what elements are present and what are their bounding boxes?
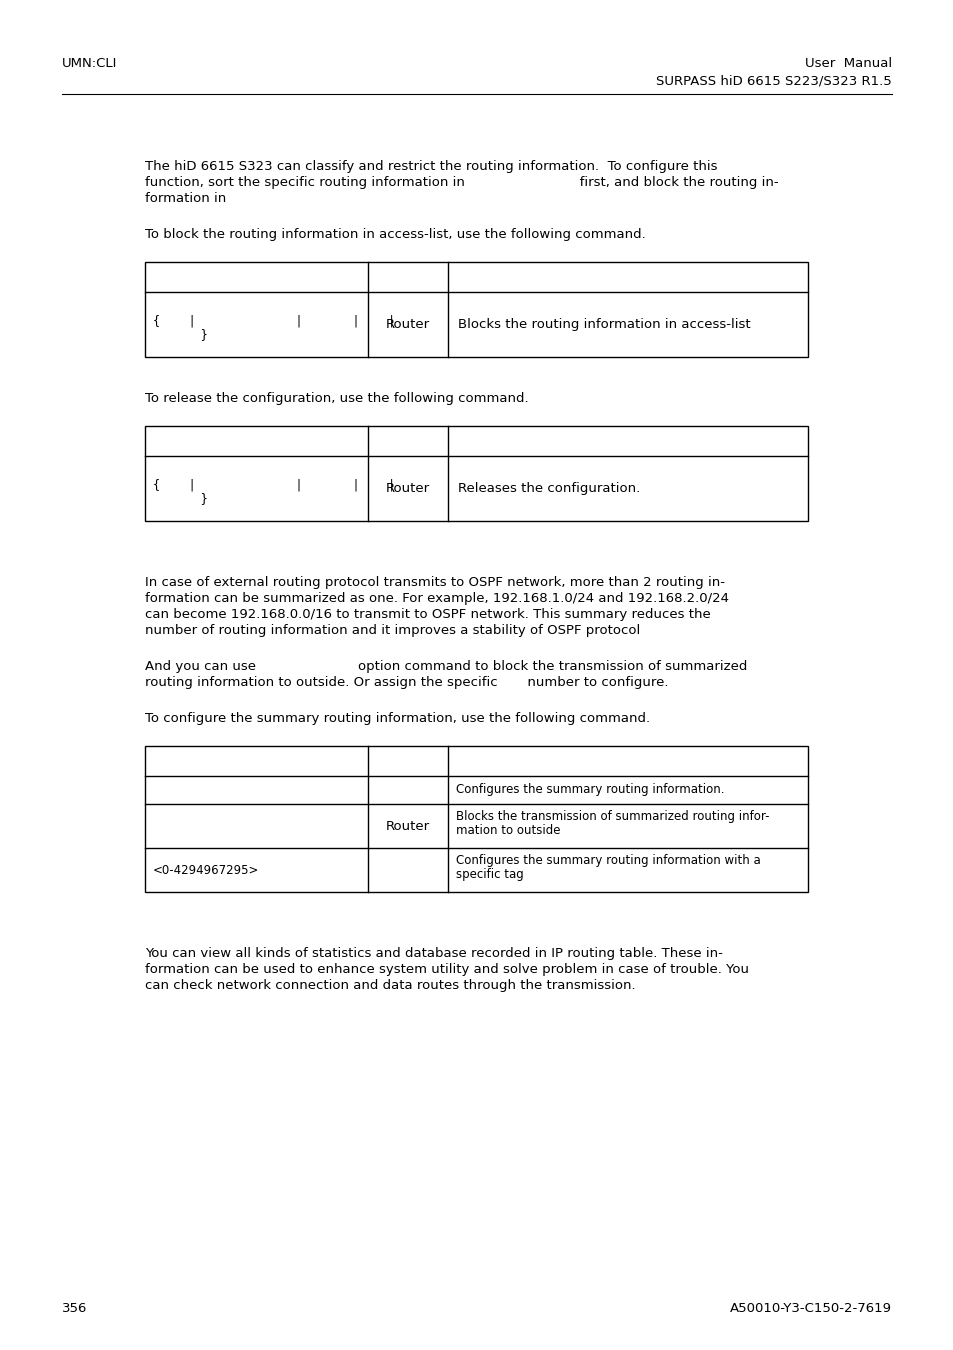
Text: <0-4294967295>: <0-4294967295>: [152, 864, 259, 876]
Bar: [145, 427, 807, 521]
Text: User  Manual: User Manual: [804, 57, 891, 70]
Text: {    |              |       |    |: { | | | |: [152, 315, 395, 328]
Text: A50010-Y3-C150-2-7619: A50010-Y3-C150-2-7619: [729, 1301, 891, 1315]
Text: The hiD 6615 S323 can classify and restrict the routing information.  To configu: The hiD 6615 S323 can classify and restr…: [145, 161, 717, 173]
Text: To configure the summary routing information, use the following command.: To configure the summary routing informa…: [145, 711, 649, 725]
Text: can become 192.168.0.0/16 to transmit to OSPF network. This summary reduces the: can become 192.168.0.0/16 to transmit to…: [145, 608, 710, 621]
Text: In case of external routing protocol transmits to OSPF network, more than 2 rout: In case of external routing protocol tra…: [145, 576, 724, 589]
Text: Blocks the transmission of summarized routing infor-: Blocks the transmission of summarized ro…: [456, 810, 769, 824]
Text: To block the routing information in access-list, use the following command.: To block the routing information in acce…: [145, 228, 645, 242]
Bar: [145, 262, 807, 356]
Text: formation in: formation in: [145, 192, 226, 205]
Text: specific tag: specific tag: [456, 868, 523, 882]
Text: Blocks the routing information in access-list: Blocks the routing information in access…: [457, 319, 750, 331]
Text: 356: 356: [62, 1301, 88, 1315]
Text: To release the configuration, use the following command.: To release the configuration, use the fo…: [145, 392, 528, 405]
Text: function, sort the specific routing information in                           fir: function, sort the specific routing info…: [145, 176, 778, 189]
Bar: [145, 747, 807, 892]
Text: mation to outside: mation to outside: [456, 824, 560, 837]
Text: Router: Router: [386, 319, 430, 331]
Text: can check network connection and data routes through the transmission.: can check network connection and data ro…: [145, 979, 635, 992]
Text: routing information to outside. Or assign the specific       number to configure: routing information to outside. Or assig…: [145, 676, 668, 688]
Text: formation can be summarized as one. For example, 192.168.1.0/24 and 192.168.2.0/: formation can be summarized as one. For …: [145, 593, 728, 605]
Text: Configures the summary routing information with a: Configures the summary routing informati…: [456, 855, 760, 867]
Text: Router: Router: [386, 819, 430, 833]
Text: You can view all kinds of statistics and database recorded in IP routing table. : You can view all kinds of statistics and…: [145, 946, 722, 960]
Text: SURPASS hiD 6615 S223/S323 R1.5: SURPASS hiD 6615 S223/S323 R1.5: [656, 74, 891, 86]
Text: And you can use                        option command to block the transmission : And you can use option command to block …: [145, 660, 746, 674]
Text: UMN:CLI: UMN:CLI: [62, 57, 117, 70]
Text: number of routing information and it improves a stability of OSPF protocol: number of routing information and it imp…: [145, 624, 639, 637]
Text: formation can be used to enhance system utility and solve problem in case of tro: formation can be used to enhance system …: [145, 963, 748, 976]
Text: {    |              |       |    |: { | | | |: [152, 478, 395, 491]
Text: }: }: [165, 328, 208, 342]
Text: Router: Router: [386, 482, 430, 495]
Text: }: }: [165, 493, 208, 505]
Text: Configures the summary routing information.: Configures the summary routing informati…: [456, 783, 723, 796]
Text: Releases the configuration.: Releases the configuration.: [457, 482, 639, 495]
